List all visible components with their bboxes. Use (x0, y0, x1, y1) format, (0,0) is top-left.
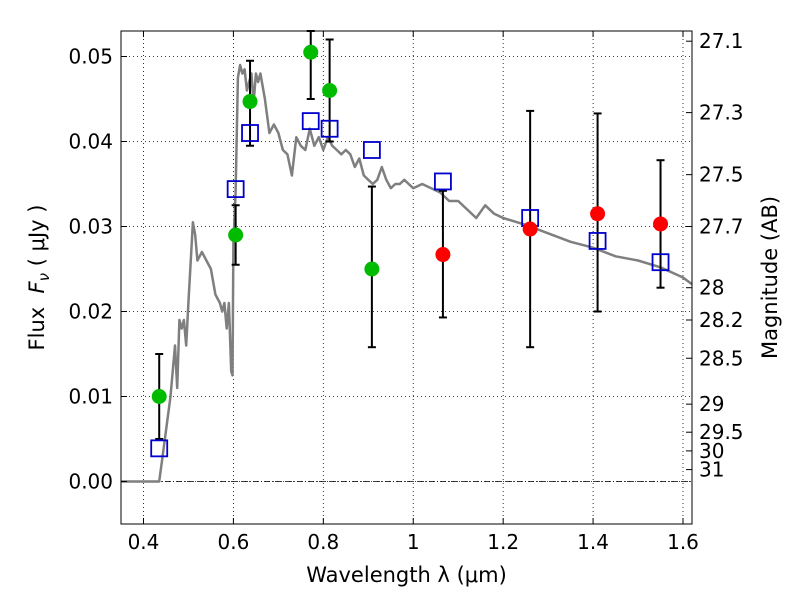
green-point (151, 389, 167, 404)
model-square (150, 439, 169, 458)
model-square (651, 253, 670, 272)
x-tick-label: 1.4 (577, 530, 609, 554)
right-tick-label: 29.5 (699, 420, 744, 444)
y-tick-label: 0.04 (68, 130, 113, 154)
y-tick-label: 0.02 (68, 300, 113, 324)
right-tick-label: 29 (699, 392, 724, 416)
right-tick-label: 28 (699, 276, 724, 300)
model-square (362, 141, 381, 159)
x-axis-ticks: 0.4 0.6 0.8 1 1.2 1.4 1.6 (128, 31, 699, 554)
red-point (435, 247, 451, 263)
y-tick-label: 0.03 (68, 215, 113, 239)
right-tick-label: 31 (699, 458, 724, 482)
spectrum-line (121, 63, 693, 483)
green-point (242, 94, 258, 110)
y-tick-label: 0.01 (68, 385, 113, 409)
right-tick-label: 28.2 (699, 308, 744, 332)
x-tick-label: 1 (407, 530, 420, 554)
green-point (228, 227, 244, 243)
right-tick-label: 27.1 (699, 29, 744, 53)
model-square (241, 124, 259, 142)
right-tick-label: 27.5 (699, 163, 744, 187)
red-point (590, 206, 606, 222)
right-tick-label: 27.3 (699, 101, 744, 125)
model-square (434, 172, 452, 191)
y-tick-label: 0.05 (68, 45, 113, 69)
model-photometry-squares (150, 112, 670, 458)
model-square (301, 112, 320, 130)
observed-photometry-points (151, 44, 669, 404)
green-point (364, 261, 380, 277)
red-point (653, 216, 669, 232)
x-axis-label: Wavelength λ (μm) (306, 563, 507, 587)
plot-frame (120, 30, 693, 525)
x-tick-label: 1.6 (667, 530, 699, 554)
model-spectrum (121, 63, 693, 483)
right-tick-label: 28.5 (699, 346, 744, 370)
green-point (322, 83, 338, 98)
right-tick-label: 30 (699, 439, 724, 463)
red-point (522, 221, 538, 237)
green-point (303, 44, 319, 60)
x-tick-label: 0.4 (128, 530, 160, 554)
x-tick-label: 0.8 (307, 530, 339, 554)
y-axis-label: Flux Fν ( μJy ) (25, 205, 53, 351)
model-square (320, 119, 339, 138)
right-axis-label: Magnitude (AB) (758, 196, 782, 359)
x-tick-label: 1.2 (487, 530, 519, 554)
y-axis-ticks: 0.00 0.01 0.02 0.03 0.04 0.05 (68, 45, 127, 494)
x-tick-label: 0.6 (217, 530, 249, 554)
y-tick-label: 0.00 (68, 470, 113, 494)
right-tick-label: 27.7 (699, 215, 744, 239)
model-square (588, 232, 607, 250)
grid-lines (121, 31, 692, 524)
model-square (226, 180, 245, 199)
